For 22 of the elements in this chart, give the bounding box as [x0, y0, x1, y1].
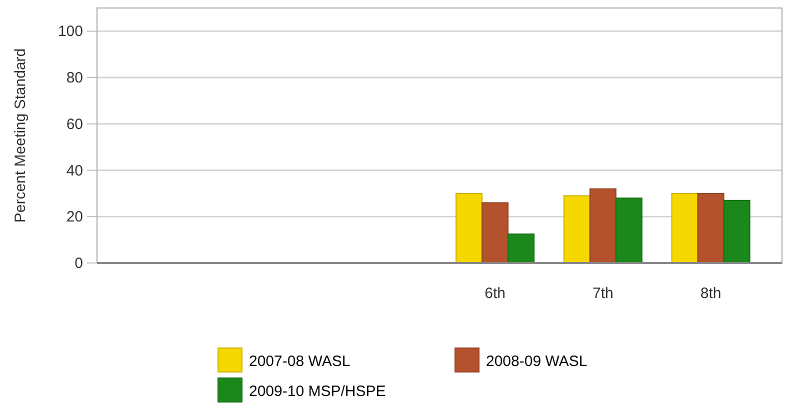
y-axis-title: Percent Meeting Standard [12, 48, 29, 223]
bar [615, 198, 642, 264]
y-tick-label: 100 [58, 23, 83, 40]
x-tick-label: 6th [484, 285, 506, 302]
y-tick-label: 20 [66, 208, 83, 226]
bar [697, 192, 724, 264]
legend-label: 2007-08 WASL [249, 353, 350, 370]
bar [563, 195, 590, 264]
bar [671, 192, 698, 264]
y-tick-label: 40 [66, 162, 83, 180]
x-tick-label: 7th [592, 285, 614, 302]
x-tick-label: 8th [700, 285, 722, 302]
bar [723, 200, 750, 264]
y-tick-label: 0 [74, 255, 83, 272]
y-tick-label: 60 [66, 116, 83, 133]
legend-label: 2009-10 MSP/HSPE [249, 383, 386, 400]
bar [482, 202, 509, 264]
bar [456, 192, 483, 264]
bar [508, 234, 535, 264]
bar [589, 188, 616, 264]
y-tick-label: 80 [66, 70, 83, 87]
legend-label: 2008-09 WASL [486, 353, 588, 370]
